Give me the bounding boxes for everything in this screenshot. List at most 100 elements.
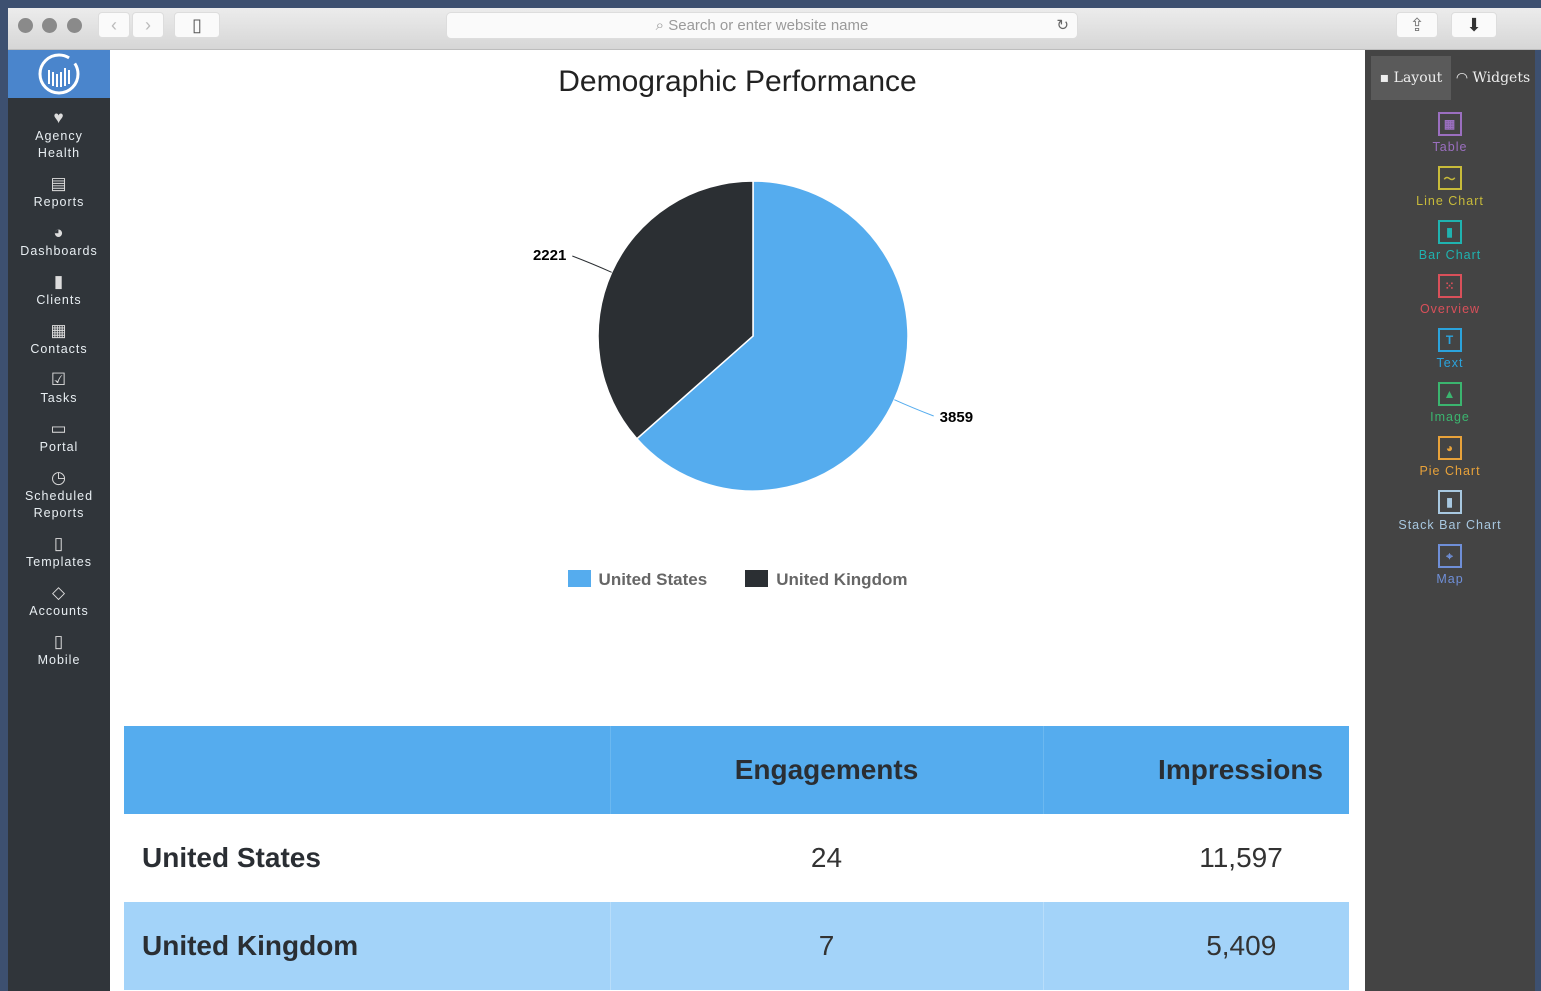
sidebar-item-label: Mobile — [37, 653, 81, 667]
table-cell: 5,409 — [1042, 902, 1349, 990]
widget-overview[interactable]: ⁙ Overview — [1365, 274, 1535, 316]
share-button[interactable]: ⇪ — [1396, 12, 1438, 38]
portal-icon: ▭ — [50, 419, 68, 438]
widget-pie-chart[interactable]: ◕ Pie Chart — [1365, 436, 1535, 478]
sidebar-item-contacts[interactable]: ▦ Contacts — [8, 321, 110, 358]
chart-title: Demographic Performance — [558, 65, 917, 98]
sidebar: ♥ Agency Health ▤ Reports ◕ Dashboards ▮ Client… — [8, 50, 110, 991]
legend-label: United Kingdom — [776, 570, 908, 589]
reload-icon[interactable]: ↻ — [1056, 17, 1069, 34]
tab-label: Widgets — [1472, 70, 1531, 86]
sidebar-item-scheduled-reports[interactable]: ◷ Scheduled Reports — [8, 468, 110, 522]
table-row: United States 24 11,597 — [124, 814, 1349, 902]
widget-label: Map — [1436, 572, 1464, 586]
widget-map[interactable]: ⌖ Map — [1365, 544, 1535, 586]
downloads-button[interactable]: ⬇ — [1451, 12, 1497, 38]
chart-legend: United States United Kingdom — [110, 570, 1365, 590]
pie-chart[interactable]: 3859 2221 — [110, 50, 1365, 570]
checkbox-icon: ☑ — [50, 370, 68, 389]
sidebar-item-portal[interactable]: ▭ Portal — [8, 419, 110, 456]
widget-label: Image — [1430, 410, 1470, 424]
data-table: Engagements Impressions United States 24 11,… — [124, 726, 1349, 990]
widget-line-chart[interactable]: 〜 Line Chart — [1365, 166, 1535, 208]
sidebar-item-mobile[interactable]: ▯ Mobile — [8, 632, 110, 669]
sidebar-item-label: Accounts — [29, 604, 89, 618]
forward-button[interactable]: › — [132, 12, 164, 38]
widget-table[interactable]: ▦ Table — [1365, 112, 1535, 154]
widget-label: Pie Chart — [1419, 464, 1481, 478]
data-label-connector — [572, 255, 612, 273]
zoom-window-button[interactable] — [67, 18, 82, 33]
widget-stack-bar-chart[interactable]: ▮ Stack Bar Chart — [1365, 490, 1535, 532]
legend-label: United States — [598, 570, 708, 589]
logo-icon — [38, 53, 80, 95]
bar-chart-icon: ▮ — [1438, 220, 1462, 244]
column-header[interactable]: Engagements — [609, 726, 1043, 814]
pie-slice-united-kingdom[interactable] — [597, 180, 754, 440]
accounts-icon: ◇ — [51, 583, 67, 602]
back-button[interactable]: ‹ — [98, 12, 130, 38]
text-icon: T — [1438, 328, 1462, 352]
tab-widgets[interactable]: ◠ Widgets — [1455, 70, 1531, 86]
sidebar-item-label: Reports — [33, 195, 85, 209]
overview-icon: ⁙ — [1438, 274, 1462, 298]
contacts-icon: ▦ — [50, 321, 68, 340]
sidebar-item-label: Tasks — [40, 391, 78, 405]
sidebar-item-tasks[interactable]: ☑ Tasks — [8, 370, 110, 407]
sidebar-item-accounts[interactable]: ◇ Accounts — [8, 583, 110, 620]
table-cell: 7 — [609, 902, 1043, 990]
legend-swatch — [567, 570, 591, 587]
stack-bar-chart-icon: ▮ — [1438, 490, 1462, 514]
dashboard-icon: ◕ — [53, 223, 65, 242]
map-icon: ⌖ — [1438, 544, 1462, 568]
widget-label: Text — [1436, 356, 1464, 370]
sidebar-item-clients[interactable]: ▮ Clients — [8, 272, 110, 309]
sidebar-item-label: Templates — [26, 555, 92, 569]
widget-bar-chart[interactable]: ▮ Bar Chart — [1365, 220, 1535, 262]
widget-label: Stack Bar Chart — [1398, 518, 1502, 532]
sidebar-item-dashboards[interactable]: ◕ Dashboards — [8, 223, 110, 260]
tab-label: Layout — [1393, 70, 1443, 86]
sidebar-item-label: Dashboards — [20, 244, 98, 258]
minimize-window-button[interactable] — [42, 18, 57, 33]
data-label: 3859 — [940, 409, 973, 426]
browser-toolbar: ‹ › ▯ ⌕ Search or enter website name ↻ ⇪ … — [8, 8, 1541, 50]
sidebar-item-label: Portal — [39, 440, 79, 454]
data-label: 2221 — [533, 247, 566, 264]
widget-text[interactable]: T Text — [1365, 328, 1535, 370]
app-logo[interactable] — [8, 50, 110, 98]
column-header[interactable] — [124, 726, 610, 814]
sidebar-item-reports[interactable]: ▤ Reports — [8, 174, 110, 211]
table-row: United Kingdom 7 5,409 — [124, 902, 1349, 990]
legend-item[interactable]: United States — [567, 570, 708, 590]
legend-item[interactable]: United Kingdom — [745, 570, 907, 590]
data-label-connector — [894, 399, 934, 417]
close-window-button[interactable] — [18, 18, 33, 33]
column-header[interactable]: Impressions — [1042, 726, 1349, 814]
widget-label: Line Chart — [1416, 194, 1484, 208]
briefcase-icon: ▮ — [53, 272, 65, 291]
report-icon: ▤ — [50, 174, 68, 193]
legend-swatch — [745, 570, 769, 587]
heart-icon: ♥ — [53, 108, 65, 127]
template-icon: ▯ — [53, 534, 65, 553]
sidebar-item-label: Contacts — [30, 342, 88, 356]
sidebar-item-label: Clients — [36, 293, 82, 307]
sidebar-item-agency-health[interactable]: ♥ Agency Health — [8, 108, 110, 162]
sidebar-item-templates[interactable]: ▯ Templates — [8, 534, 110, 571]
table-cell: United States — [142, 842, 321, 873]
widget-label: Table — [1432, 140, 1468, 154]
image-icon: ▲ — [1438, 382, 1462, 406]
pie-chart-icon: ◕ — [1438, 436, 1462, 460]
widget-panel: ▪ Layout ◠ Widgets ▦ Table 〜 Line Chart ▮ Bar… — [1365, 50, 1535, 991]
clock-icon: ◷ — [51, 468, 67, 487]
sidebar-toggle-button[interactable]: ▯ — [174, 12, 220, 38]
sidebar-item-label: Scheduled Reports — [24, 489, 94, 520]
tab-layout[interactable]: ▪ Layout — [1371, 56, 1451, 100]
table-cell: 24 — [810, 842, 843, 873]
widget-image[interactable]: ▲ Image — [1365, 382, 1535, 424]
table-icon: ▦ — [1438, 112, 1462, 136]
widget-label: Overview — [1419, 302, 1481, 316]
address-bar[interactable]: ⌕ Search or enter website name ↻ — [446, 12, 1078, 39]
table-cell: 11,597 — [1199, 842, 1283, 873]
